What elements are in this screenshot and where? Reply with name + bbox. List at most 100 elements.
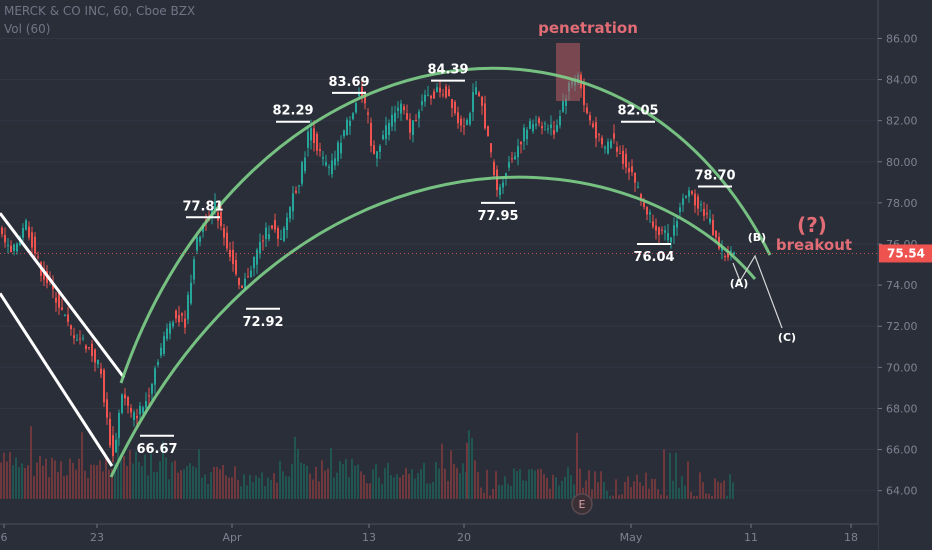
volume-bar xyxy=(237,480,239,499)
volume-bar xyxy=(114,463,116,499)
candle xyxy=(493,159,495,177)
volume-bar xyxy=(159,461,161,499)
price-tick-label: 86.00 xyxy=(886,32,918,45)
volume-bar xyxy=(630,487,632,499)
price-label: 83.69 xyxy=(328,75,369,90)
price-label: 84.39 xyxy=(427,63,468,78)
volume-bar xyxy=(18,467,20,499)
candle-body xyxy=(394,112,396,123)
volume-bar xyxy=(171,462,173,499)
candle-body xyxy=(406,113,408,120)
candle-body xyxy=(352,113,354,120)
candle-body xyxy=(448,89,450,97)
volume-bar xyxy=(210,472,212,499)
candle-body xyxy=(403,106,405,111)
volume-bar xyxy=(96,465,98,499)
candle-body xyxy=(61,307,63,310)
candle xyxy=(76,334,78,341)
candle-body xyxy=(58,291,60,308)
candle-body xyxy=(64,314,66,316)
candle-body xyxy=(415,120,417,122)
volume-bar xyxy=(453,463,455,499)
candle-body xyxy=(418,111,420,119)
candle xyxy=(445,83,447,99)
candle xyxy=(409,113,411,140)
candle xyxy=(559,109,561,129)
last-price-tag[interactable] xyxy=(879,244,932,263)
volume-bar xyxy=(33,476,35,499)
candle xyxy=(349,116,351,135)
volume-bar xyxy=(132,463,134,499)
candle xyxy=(280,229,282,240)
candle xyxy=(259,233,261,259)
candle xyxy=(16,242,18,255)
candle-body xyxy=(664,230,666,233)
candle xyxy=(421,94,423,112)
candle-body xyxy=(148,395,150,397)
volume-bar xyxy=(642,485,644,499)
earnings-marker[interactable]: E xyxy=(571,493,593,515)
candle xyxy=(526,127,528,146)
volume-bar xyxy=(138,461,140,499)
candle xyxy=(193,256,195,285)
price-label: 77.95 xyxy=(477,209,518,224)
volume-bar xyxy=(306,465,308,499)
candle xyxy=(535,115,537,130)
candle xyxy=(637,181,639,189)
candle-body xyxy=(583,83,585,105)
candle-body xyxy=(187,294,189,320)
candle-body xyxy=(649,212,651,215)
candle xyxy=(712,214,714,236)
volume-bar xyxy=(420,469,422,499)
candle xyxy=(487,125,489,137)
candle xyxy=(457,106,459,129)
candle xyxy=(343,129,345,139)
penetration-label: penetration xyxy=(538,19,638,37)
candle-body xyxy=(478,92,480,97)
price-tick-label: 80.00 xyxy=(886,156,918,169)
candle-body xyxy=(25,220,27,230)
candle-body xyxy=(106,399,108,418)
price-tick-label: 84.00 xyxy=(886,74,918,87)
earnings-circle[interactable] xyxy=(571,493,593,515)
channel-upper-line xyxy=(0,212,126,379)
candle xyxy=(355,102,357,115)
candle xyxy=(391,106,393,132)
volume-bar xyxy=(414,478,416,499)
candle xyxy=(400,99,402,121)
volume-bar xyxy=(510,485,512,499)
volume-bar xyxy=(333,477,335,499)
volume-bar xyxy=(207,484,209,499)
price-axis-bg xyxy=(878,0,932,550)
volume-bar xyxy=(525,480,527,499)
volume-bar xyxy=(300,462,302,499)
candle-body xyxy=(589,115,591,121)
candle-body xyxy=(721,246,723,251)
candle xyxy=(658,226,660,244)
volume-bar xyxy=(711,495,713,499)
volume-bar xyxy=(15,457,17,499)
time-tick-label: 11 xyxy=(744,531,758,544)
candle-body xyxy=(283,227,285,241)
volume-bar xyxy=(696,495,698,499)
candle-body xyxy=(541,126,543,129)
candle xyxy=(541,121,543,135)
volume-bar xyxy=(513,468,515,499)
candle-body xyxy=(640,194,642,200)
candle xyxy=(589,111,591,126)
time-axis[interactable]: 6 23 Apr 13 20 May 11 18 xyxy=(0,523,878,550)
candle-body xyxy=(172,322,174,327)
candle xyxy=(124,387,126,406)
candle xyxy=(463,117,465,136)
channel-lower-line xyxy=(0,292,114,467)
volume-bar xyxy=(168,479,170,499)
candle-body xyxy=(364,93,366,104)
candle xyxy=(451,98,453,117)
volume-bar xyxy=(669,452,671,499)
price-tick-label: 72.00 xyxy=(886,320,918,333)
candle-body xyxy=(310,128,312,141)
candle xyxy=(424,89,426,107)
